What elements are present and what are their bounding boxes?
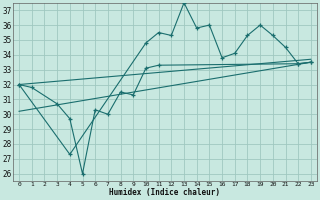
X-axis label: Humidex (Indice chaleur): Humidex (Indice chaleur) [109,188,220,197]
